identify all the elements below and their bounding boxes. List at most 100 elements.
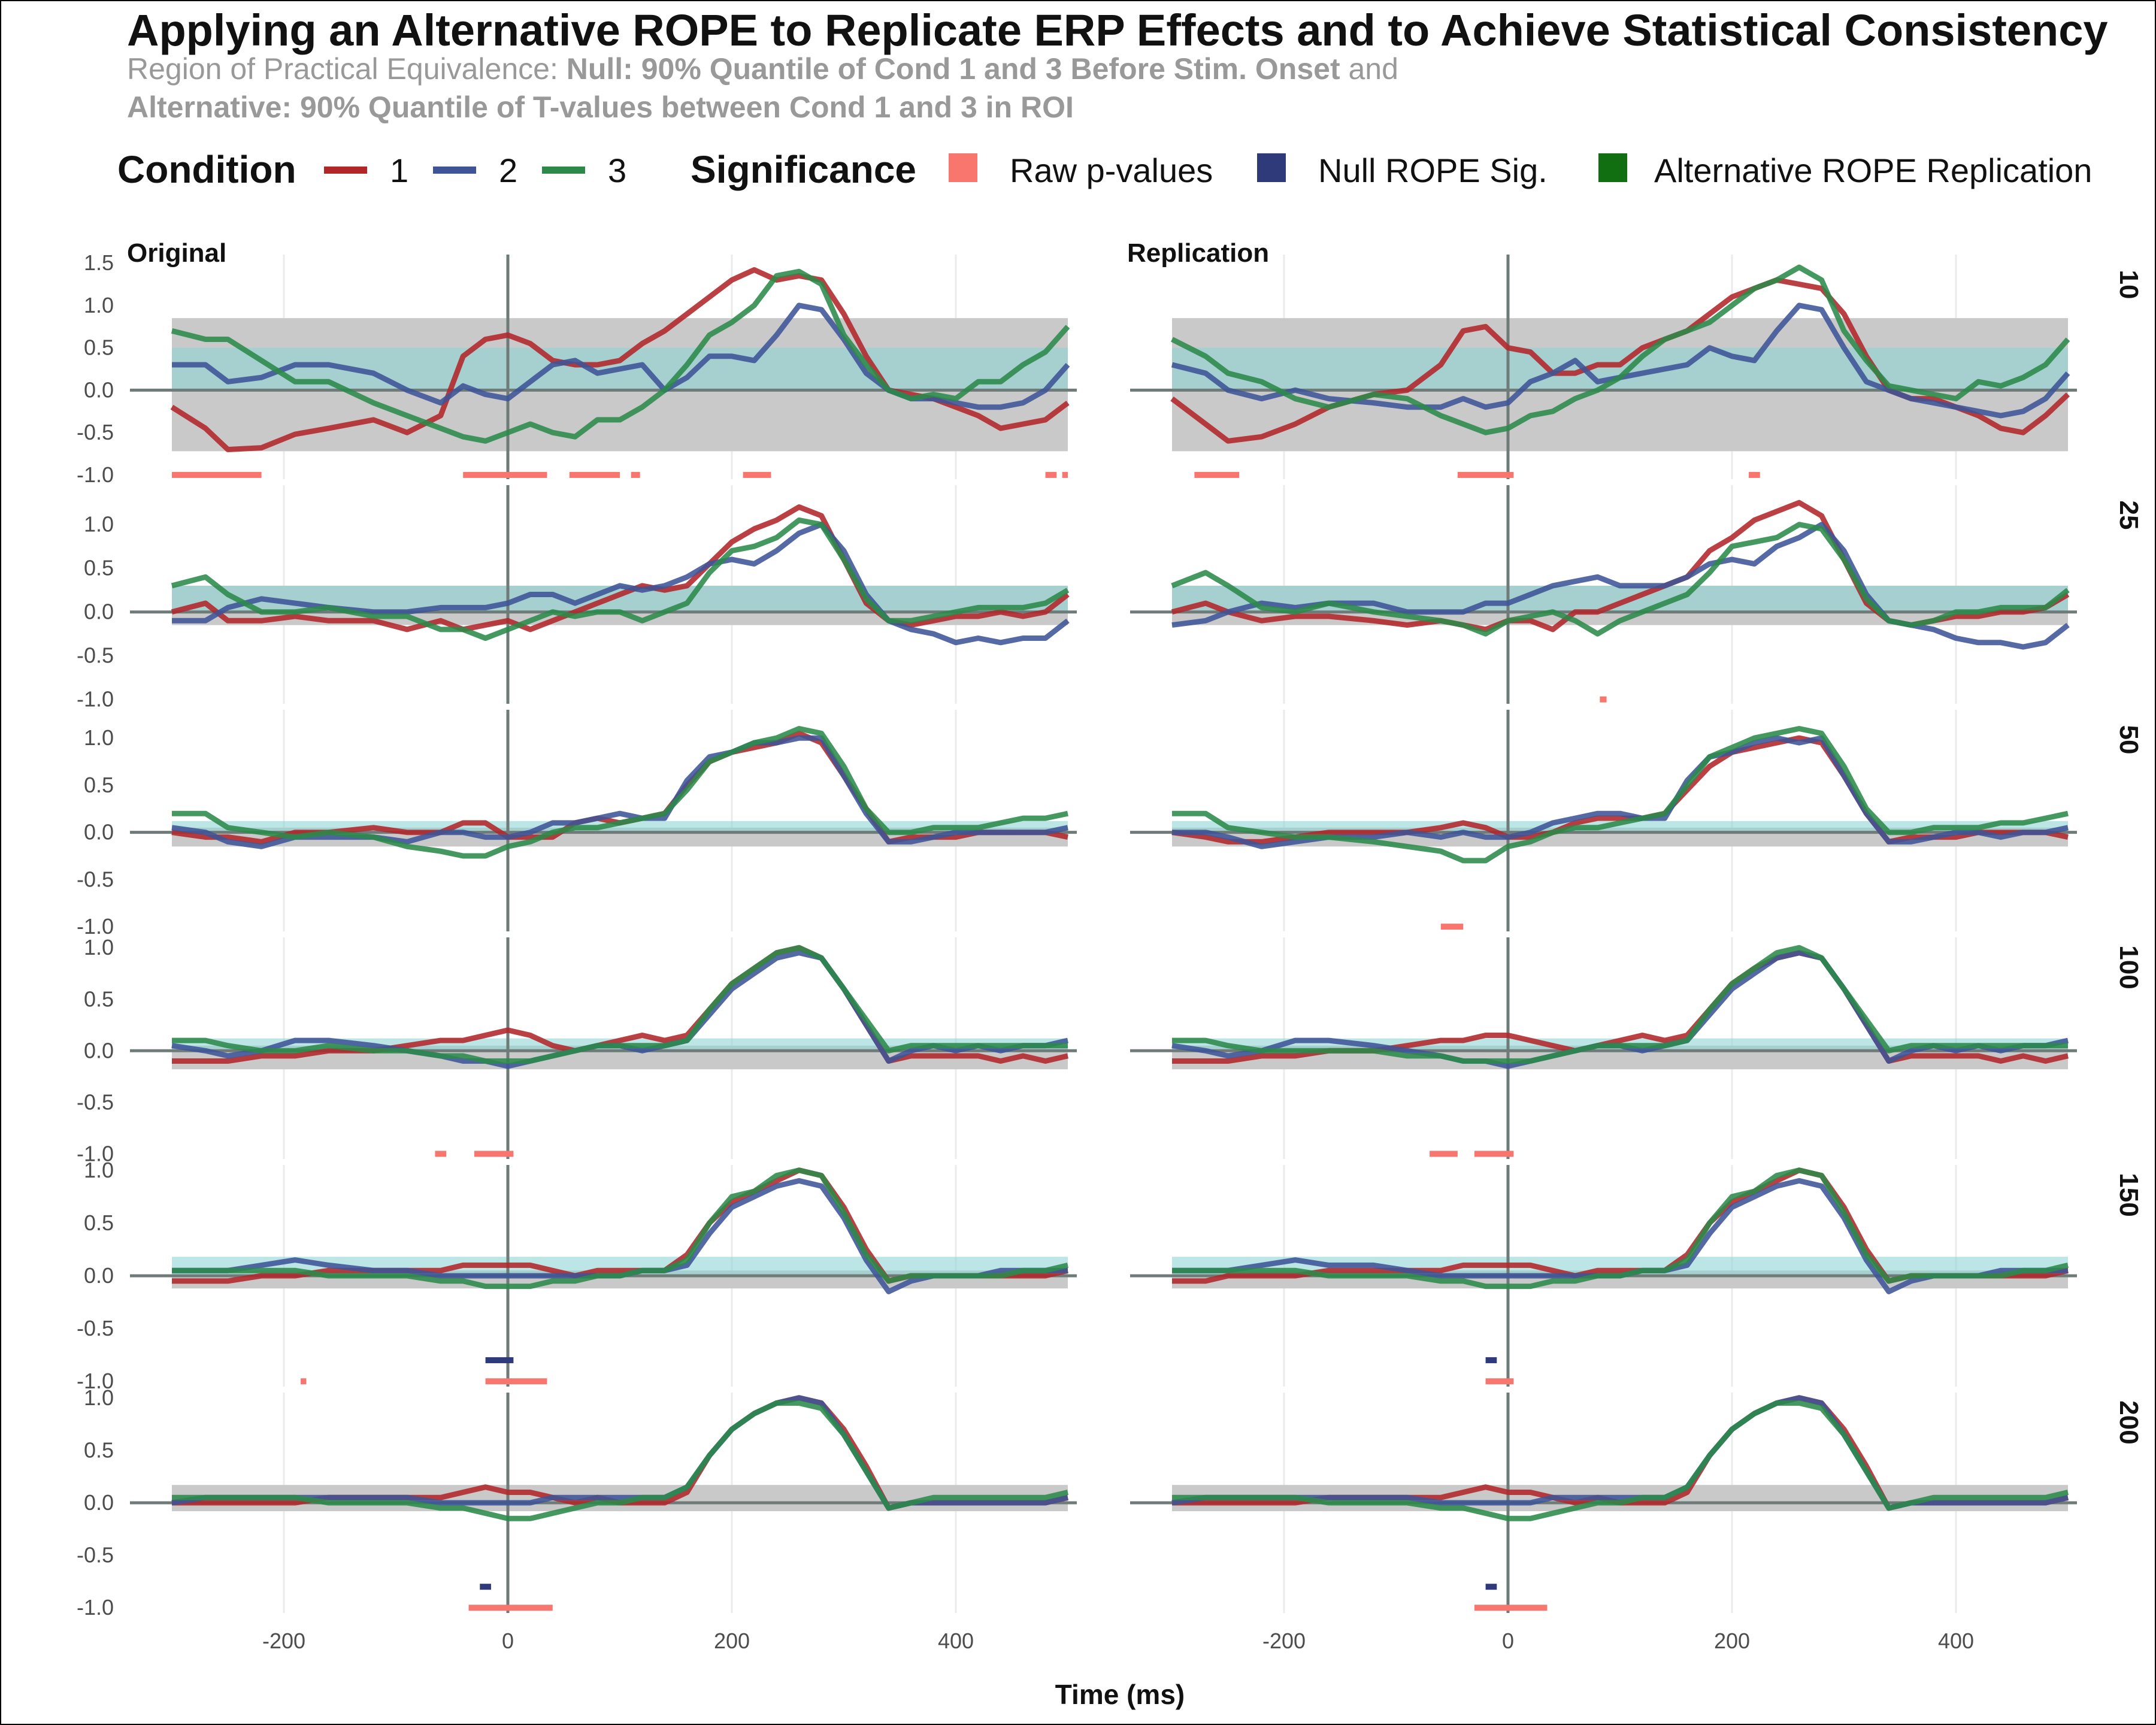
raw-p-mark [172,471,262,478]
y-tick-label: -1.0 [77,1141,114,1166]
panel-replication-200 [1130,1393,2077,1613]
raw-p-mark [485,1378,547,1385]
series-line-condition-3 [1171,522,2070,637]
subtitle-text: Region of Practical Equivalence: [127,52,567,86]
raw-p-mark [301,1378,307,1385]
series-line-condition-3 [1172,726,2069,864]
raw-p-mark [463,471,547,478]
y-tick-label: 0.5 [84,1438,114,1462]
y-tick-label: 0.0 [84,820,114,845]
raw-p-mark [631,471,640,478]
x-tick-label: 0 [1502,1629,1514,1653]
legend-condition-title: Condition [117,148,296,191]
raw-p-mark [1045,471,1057,478]
y-tick-label: 0.5 [84,986,114,1011]
series-line-condition-3 [171,517,1070,641]
y-tick-label: 0.5 [84,773,114,797]
y-tick-label: 1.0 [84,725,114,750]
legend-key-alt-rope [1598,153,1627,182]
null-sig-mark [480,1584,491,1590]
x-tick-label: -200 [262,1629,305,1653]
x-tick-label: 200 [1714,1629,1750,1653]
panel-original-150: -1.0 -0.5 0.0 0.5 1.0 [77,1158,1077,1393]
legend-label-condition-2: 2 [499,152,518,189]
y-tick-label: 1.0 [84,1385,114,1410]
raw-p-mark [474,1151,514,1157]
series-line-condition-2 [1172,735,2069,849]
panel-original-200: -1.0 -0.5 0.0 0.5 1.0 [77,1385,1077,1620]
legend-key-raw-p [949,153,977,182]
series-line-condition-1 [171,504,1070,632]
y-tick-label: 1.0 [84,935,114,960]
y-tick-label: -0.5 [77,1316,114,1340]
panel-original-10: -1.0 -0.5 0.0 0.5 1.0 1.5 [77,250,1077,487]
legend-label-raw-p: Raw p-values [1010,152,1213,189]
series-line-condition-3 [1172,1167,2069,1290]
raw-p-mark [743,471,771,478]
raw-p-mark [1749,471,1760,478]
raw-p-mark [468,1605,553,1611]
null-sig-mark [1485,1584,1497,1590]
raw-p-mark [1457,471,1514,478]
strip-label-200: 200 [2114,1400,2143,1444]
y-tick-label: -1.0 [77,914,114,939]
y-tick-label: 1.0 [84,512,114,537]
y-tick-label: -1.0 [77,1369,114,1393]
raw-p-mark [1440,924,1464,930]
y-tick-label: 0.0 [84,1490,114,1515]
raw-p-mark [1474,1605,1548,1611]
y-tick-label: 0.5 [84,335,114,360]
y-tick-label: 0.0 [84,1038,114,1063]
y-tick-label: -0.5 [77,1543,114,1567]
null-sig-mark [1485,1357,1497,1363]
strip-label-150: 150 [2114,1173,2143,1216]
strip-label-10: 10 [2114,270,2143,299]
x-tick-label: -200 [1262,1629,1306,1653]
facet-title-original: Original [127,238,226,268]
alt-rope-band [1172,821,2068,833]
legend-key-null-rope [1257,153,1286,182]
y-tick-label: -1.0 [77,1595,114,1620]
raw-p-mark [1062,471,1068,478]
chart-title: Applying an Alternative ROPE to Replicat… [127,5,2108,55]
alt-rope-band [1172,347,2068,391]
y-tick-label: -0.5 [77,420,114,444]
chart-subtitle-line1: Region of Practical Equivalence: Null: 9… [127,52,1398,86]
panel-replication-50 [1130,710,2077,931]
legend-key-condition-3 [542,167,585,174]
x-axis-title: Time (ms) [1055,1679,1185,1710]
series-line-condition-3 [1172,945,2068,1064]
panel-original-100: -1.0 -0.5 0.0 0.5 1.0 [77,935,1077,1166]
y-tick-label: -1.0 [77,462,114,487]
legend-label-condition-1: 1 [390,152,409,189]
x-tick-label: 400 [938,1629,974,1653]
series-line-condition-3 [172,1167,1069,1290]
y-tick-label: 1.0 [84,1158,114,1182]
legend-label-null-rope: Null ROPE Sig. [1318,152,1548,189]
y-tick-label: 0.0 [84,600,114,624]
legend-label-condition-3: 3 [608,152,627,189]
raw-p-mark [569,471,620,478]
subtitle-alt-rope: Alternative: 90% Quantile of T-values be… [127,90,1074,124]
raw-p-mark [1194,471,1240,478]
y-tick-label: 0.5 [84,1210,114,1235]
x-tick-label: 0 [502,1629,514,1653]
series-line-condition-3 [171,268,1070,444]
series-line-condition-3 [172,1400,1069,1521]
chart-subtitle-line2: Alternative: 90% Quantile of T-values be… [127,90,1074,125]
legend-label-alt-rope: Alternative ROPE Replication [1654,152,2093,189]
panel-original-50: -1.0 -0.5 0.0 0.5 1.0 [77,710,1077,939]
null-sig-mark [485,1357,514,1363]
y-tick-label: 1.0 [84,293,114,317]
legend-significance-title: Significance [691,148,916,191]
series-line-condition-3 [1172,1400,2069,1521]
panel-replication-10 [1130,255,2077,479]
series-line-condition-2 [172,522,1070,646]
raw-p-mark [1474,1151,1514,1157]
y-tick-label: 0.5 [84,556,114,580]
raw-p-mark [435,1151,447,1157]
raw-p-mark [1430,1151,1458,1157]
y-tick-label: 0.0 [84,1263,114,1288]
